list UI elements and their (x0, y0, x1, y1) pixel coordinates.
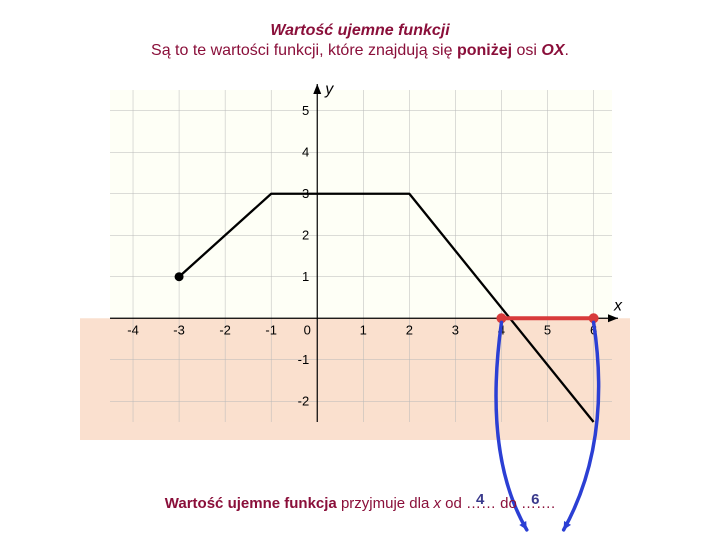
title-line1: Wartość ujemne funkcji (0, 0, 720, 40)
answer-1: 4 (476, 491, 484, 508)
bottom-sentence: Wartość ujemne funkcja przyjmuje dla x o… (0, 495, 720, 512)
svg-text:-2: -2 (298, 393, 310, 408)
svg-text:-1: -1 (298, 352, 310, 367)
svg-text:4: 4 (302, 144, 309, 159)
chart: -4-3-2-10123456-2-112345xy (80, 80, 630, 440)
bottom-part1: Wartość ujemne funkcja (165, 495, 337, 512)
svg-text:1: 1 (302, 269, 309, 284)
title-line2: Są to te wartości funkcji, które znajduj… (0, 40, 720, 60)
bottom-xvar: x (433, 495, 441, 512)
svg-text:2: 2 (406, 322, 413, 337)
title-line2-bold: poniżej (457, 42, 512, 59)
bottom-part4: do (496, 495, 521, 512)
svg-text:x: x (613, 297, 623, 314)
svg-text:3: 3 (452, 322, 459, 337)
bottom-part2: przyjmuje dla (337, 495, 434, 512)
svg-text:5: 5 (544, 322, 551, 337)
title-line2-ox: OX (541, 42, 564, 59)
svg-text:-3: -3 (173, 322, 185, 337)
svg-text:5: 5 (302, 103, 309, 118)
svg-text:0: 0 (304, 322, 311, 337)
title-line2-c: . (565, 42, 569, 59)
answer-2: 6 (531, 491, 539, 508)
svg-text:-1: -1 (265, 322, 277, 337)
chart-svg: -4-3-2-10123456-2-112345xy (80, 80, 630, 440)
svg-text:-2: -2 (219, 322, 231, 337)
svg-text:1: 1 (360, 322, 367, 337)
title-line2-b: osi (512, 42, 541, 59)
bottom-part3: od (441, 495, 466, 512)
svg-text:y: y (324, 81, 334, 98)
title-line2-a: Są to te wartości funkcji, które znajduj… (151, 42, 457, 59)
svg-text:2: 2 (302, 227, 309, 242)
svg-text:-4: -4 (127, 322, 139, 337)
